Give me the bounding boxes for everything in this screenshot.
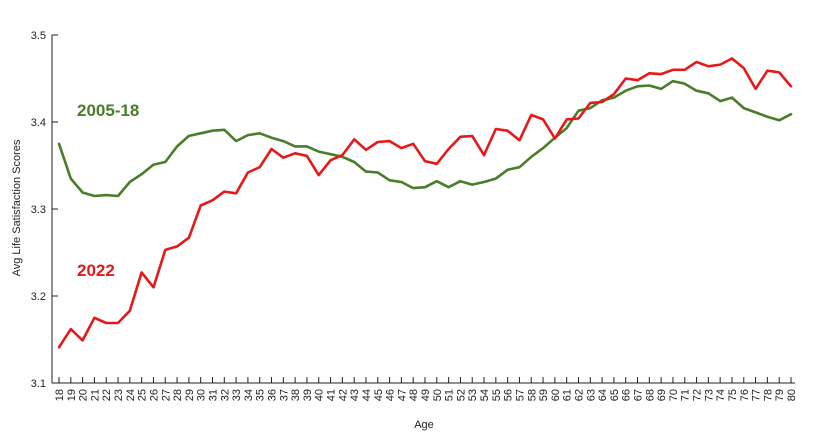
x-tick-label: 77 (751, 389, 763, 401)
x-tick-label: 54 (479, 389, 491, 401)
x-tick-label: 49 (420, 389, 432, 401)
y-tick-label: 3.5 (31, 30, 46, 42)
y-tick-label: 3.4 (31, 117, 46, 129)
x-tick-label: 36 (267, 389, 279, 401)
x-tick-label: 48 (408, 389, 420, 401)
x-tick-label: 20 (78, 389, 90, 401)
x-tick-label: 62 (573, 389, 585, 401)
x-tick-label: 56 (503, 389, 515, 401)
x-tick-label: 46 (385, 389, 397, 401)
series-lines (57, 57, 793, 349)
series-label-2022: 2022 (77, 261, 115, 280)
x-tick-label: 23 (113, 389, 125, 401)
x-tick-label: 69 (656, 389, 668, 401)
x-tick-label: 25 (137, 389, 149, 401)
x-tick-label: 41 (326, 389, 338, 401)
x-tick-label: 21 (89, 389, 101, 401)
y-tick-label: 3.3 (31, 204, 46, 216)
x-tick-label: 32 (219, 389, 231, 401)
x-tick-label: 58 (526, 389, 538, 401)
x-tick-label: 52 (455, 389, 467, 401)
x-tick-label: 71 (680, 389, 692, 401)
x-tick-label: 28 (172, 389, 184, 401)
x-tick-label: 61 (562, 389, 574, 401)
x-tick-label: 73 (703, 389, 715, 401)
series-label-2005-18: 2005-18 (77, 101, 139, 120)
x-tick-label: 42 (337, 389, 349, 401)
x-tick-label: 65 (609, 389, 621, 401)
x-tick-label: 60 (550, 389, 562, 401)
x-tick-label: 30 (196, 389, 208, 401)
y-tick-label: 3.1 (31, 378, 46, 390)
x-tick-label: 66 (621, 389, 633, 401)
x-tick-label: 51 (444, 389, 456, 401)
x-tick-label: 43 (349, 389, 361, 401)
x-axis-title: Age (414, 419, 434, 431)
x-tick-label: 26 (148, 389, 160, 401)
x-tick-label: 72 (692, 389, 704, 401)
x-tick-label: 31 (207, 389, 219, 401)
x-tick-label: 44 (361, 389, 373, 401)
x-tick-label: 18 (54, 389, 66, 401)
y-axis-title: Avg Life Satisfaction Scores (11, 139, 23, 276)
x-tick-label: 75 (727, 389, 739, 401)
x-tick-label: 80 (786, 389, 798, 401)
y-ticks: 3.1 3.2 3.3 3.4 3.5 (31, 30, 58, 390)
series-line-2005-18 (57, 79, 793, 198)
x-tick-label: 63 (585, 389, 597, 401)
x-tick-label: 78 (762, 389, 774, 401)
x-tick-label: 50 (432, 389, 444, 401)
y-tick-label: 3.2 (31, 291, 46, 303)
x-tick-label: 35 (255, 389, 267, 401)
x-tick-label: 47 (396, 389, 408, 401)
x-tick-label: 19 (66, 389, 78, 401)
x-ticks: 18 19 20 21 22 23 24 25 26 27 28 29 30 31 32 33 34 35 36 37… (54, 377, 798, 401)
x-tick-label: 59 (538, 389, 550, 401)
x-tick-label: 34 (243, 389, 255, 401)
x-tick-label: 29 (184, 389, 196, 401)
x-tick-label: 24 (125, 389, 137, 401)
x-tick-label: 53 (467, 389, 479, 401)
x-tick-label: 64 (597, 389, 609, 401)
x-tick-label: 22 (101, 389, 113, 401)
x-tick-label: 55 (491, 389, 503, 401)
x-tick-label: 40 (314, 389, 326, 401)
x-tick-label: 38 (290, 389, 302, 401)
x-tick-label: 67 (633, 389, 645, 401)
x-tick-label: 57 (514, 389, 526, 401)
x-tick-label: 76 (739, 389, 751, 401)
x-tick-label: 79 (774, 389, 786, 401)
x-tick-label: 68 (644, 389, 656, 401)
x-tick-label: 37 (278, 389, 290, 401)
x-tick-label: 33 (231, 389, 243, 401)
x-tick-label: 74 (715, 389, 727, 401)
series-line-2022 (57, 57, 793, 349)
x-tick-label: 70 (668, 389, 680, 401)
x-tick-label: 39 (302, 389, 314, 401)
x-tick-label: 45 (373, 389, 385, 401)
x-tick-label: 27 (160, 389, 172, 401)
